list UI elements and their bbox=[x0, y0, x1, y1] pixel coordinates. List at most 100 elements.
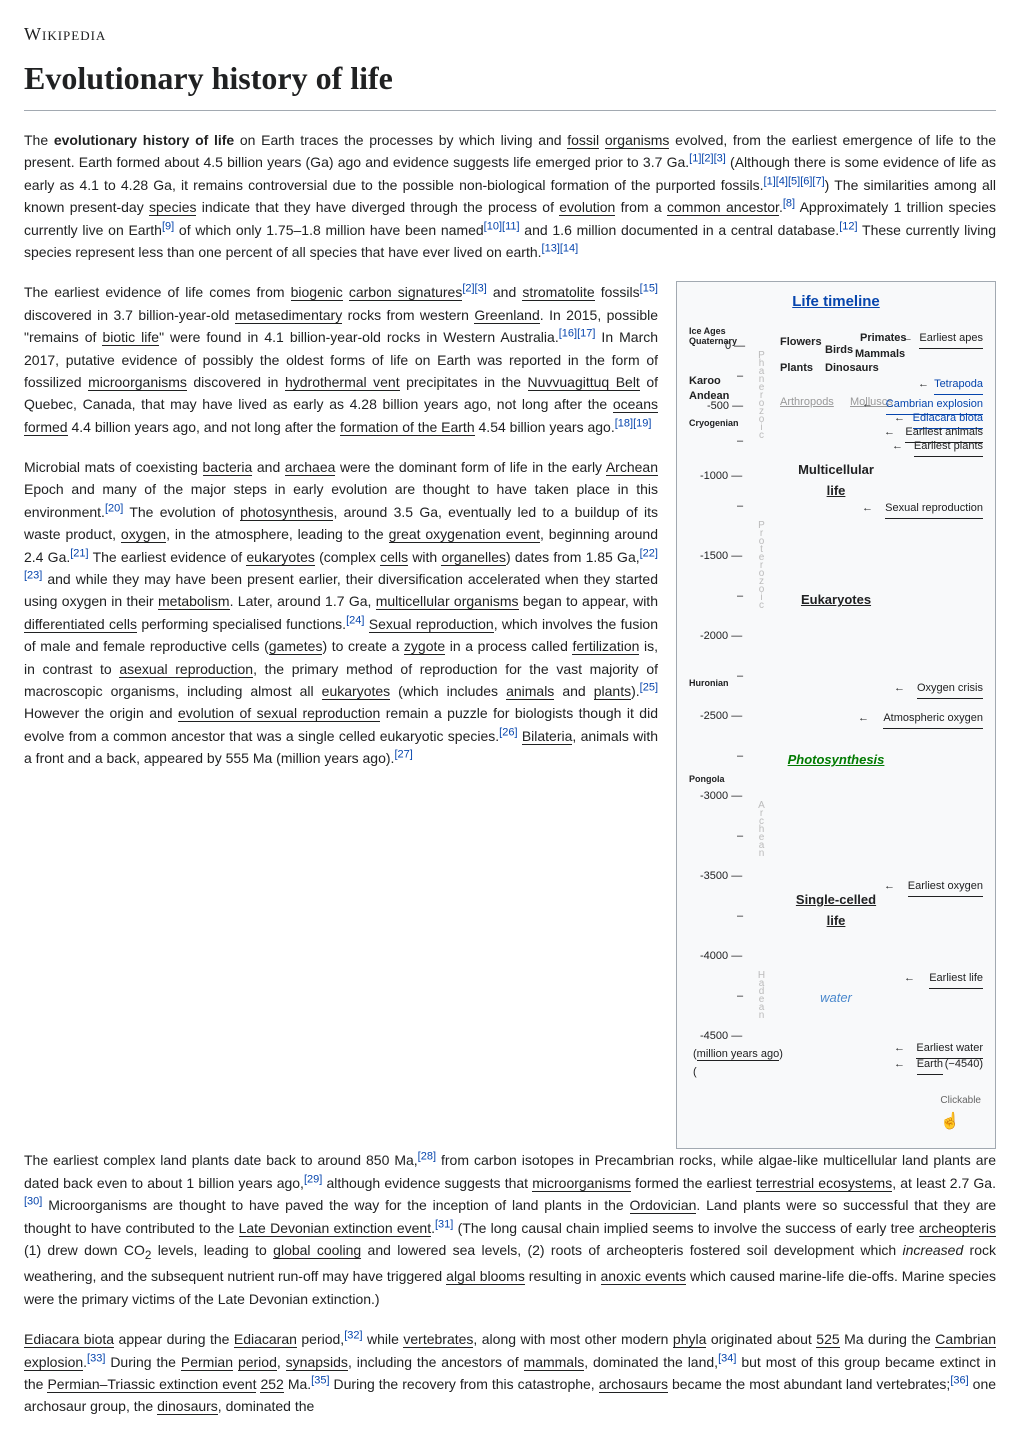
link-greenland[interactable]: Greenland bbox=[474, 307, 539, 324]
infobox-title[interactable]: Life timeline bbox=[685, 290, 987, 314]
ref-15[interactable]: [15] bbox=[640, 283, 658, 295]
link-carbon-signatures[interactable]: carbon signatures bbox=[349, 284, 462, 301]
era-hadean[interactable]: Hadean bbox=[753, 970, 769, 1018]
ref-21[interactable]: [21] bbox=[70, 547, 88, 559]
link-gametes[interactable]: gametes bbox=[269, 638, 323, 655]
event-earth[interactable]: Earth bbox=[917, 1056, 943, 1075]
link-evol-sex-repro[interactable]: evolution of sexual reproduction bbox=[178, 705, 380, 722]
link-evolution[interactable]: evolution bbox=[559, 199, 615, 216]
link-metasedimentary[interactable]: metasedimentary bbox=[235, 307, 342, 324]
link-microorganisms-2[interactable]: microorganisms bbox=[532, 1175, 631, 1192]
link-archosaurs[interactable]: archosaurs bbox=[599, 1376, 668, 1393]
link-archaea[interactable]: archaea bbox=[285, 459, 336, 476]
plants-label[interactable]: Plants bbox=[780, 360, 813, 378]
event-earliest-apes[interactable]: Earliest apes bbox=[919, 330, 983, 349]
link-bilateria[interactable]: Bilateria bbox=[522, 728, 573, 745]
link-vertebrates[interactable]: vertebrates bbox=[403, 1331, 473, 1348]
link-great-oxygenation[interactable]: great oxygenation event bbox=[389, 526, 540, 543]
link-permian[interactable]: Permian bbox=[181, 1354, 233, 1371]
ref-29[interactable]: [29] bbox=[304, 1173, 322, 1185]
event-earliest-oxygen[interactable]: Earliest oxygen bbox=[908, 878, 983, 897]
ref-2-3[interactable]: [2][3] bbox=[462, 283, 486, 295]
link-global-cooling[interactable]: global cooling bbox=[273, 1242, 361, 1259]
link-zygote[interactable]: zygote bbox=[404, 638, 445, 655]
link-anoxic-events[interactable]: anoxic events bbox=[601, 1268, 687, 1285]
eukaryotes-label[interactable]: Eukaryotes bbox=[801, 590, 871, 611]
clickable-badge[interactable]: Clickable ☝ bbox=[940, 1093, 981, 1135]
ref-20[interactable]: [20] bbox=[105, 502, 123, 514]
ref-18-19[interactable]: [18][19] bbox=[615, 417, 652, 429]
link-archean[interactable]: Archean bbox=[606, 459, 658, 476]
multicellular-label[interactable]: Multicellular life bbox=[798, 460, 874, 502]
ref-16-17[interactable]: [16][17] bbox=[559, 327, 596, 339]
ref-1-2-3[interactable]: [1][2][3] bbox=[689, 153, 726, 165]
ref-13-14[interactable]: [13][14] bbox=[542, 242, 579, 254]
link-sexual-reproduction[interactable]: Sexual reproduction bbox=[369, 616, 494, 633]
ref-1-4-5-6-7[interactable]: [1][4][5][6][7] bbox=[764, 175, 825, 187]
link-period[interactable]: period bbox=[238, 1354, 277, 1371]
primates-label[interactable]: Primates bbox=[860, 330, 906, 348]
timeline-chart[interactable]: Ice Ages Quaternary Flowers Primates Bir… bbox=[685, 320, 987, 1140]
link-dinosaurs[interactable]: dinosaurs bbox=[157, 1398, 218, 1415]
link-biogenic[interactable]: biogenic bbox=[291, 284, 343, 301]
ref-36[interactable]: [36] bbox=[950, 1374, 968, 1386]
ref-27[interactable]: [27] bbox=[394, 748, 412, 760]
event-sexual-repro[interactable]: Sexual reproduction bbox=[885, 500, 983, 519]
link-oxygen[interactable]: oxygen bbox=[121, 526, 166, 543]
link-microorganisms[interactable]: microorganisms bbox=[88, 374, 187, 391]
singlecelled-label[interactable]: Single-celled life bbox=[796, 890, 876, 932]
link-nuvvuagittuq[interactable]: Nuvvuagittuq Belt bbox=[528, 374, 640, 391]
ref-28[interactable]: [28] bbox=[418, 1151, 436, 1163]
link-asexual[interactable]: asexual reproduction bbox=[119, 661, 253, 678]
water-label[interactable]: water bbox=[820, 988, 852, 1009]
ref-34[interactable]: [34] bbox=[718, 1352, 736, 1364]
link-animals[interactable]: animals bbox=[506, 683, 554, 700]
link-252[interactable]: 252 bbox=[260, 1376, 283, 1393]
arthropods-label[interactable]: Arthropods bbox=[780, 394, 834, 412]
link-synapsids[interactable]: synapsids bbox=[286, 1354, 348, 1371]
event-earliest-life[interactable]: Earliest life bbox=[929, 970, 983, 989]
link-mammals[interactable]: mammals bbox=[524, 1354, 585, 1371]
era-proterozoic[interactable]: Proterozoic bbox=[753, 520, 769, 608]
link-terrestrial-ecosystems[interactable]: terrestrial ecosystems bbox=[756, 1175, 892, 1192]
link-eukaryotes[interactable]: eukaryotes bbox=[246, 549, 314, 566]
link-phyla[interactable]: phyla bbox=[673, 1331, 706, 1348]
link-ediacara-biota[interactable]: Ediacara biota bbox=[24, 1331, 114, 1348]
birds-label[interactable]: Birds bbox=[825, 342, 853, 360]
era-phanerozoic[interactable]: Phanerozoic bbox=[753, 350, 769, 438]
link-species[interactable]: species bbox=[149, 199, 196, 216]
event-atm-oxygen[interactable]: Atmospheric oxygen bbox=[883, 710, 983, 729]
link-common-ancestor[interactable]: common ancestor bbox=[667, 199, 779, 216]
flowers-label[interactable]: Flowers bbox=[780, 334, 822, 352]
era-archean[interactable]: Archean bbox=[753, 800, 769, 856]
ref-9[interactable]: [9] bbox=[162, 220, 174, 232]
link-permian-triassic[interactable]: Permian–Triassic extinction event bbox=[47, 1376, 256, 1393]
link-525[interactable]: 525 bbox=[816, 1331, 839, 1348]
ref-32[interactable]: [32] bbox=[344, 1329, 362, 1341]
ref-12[interactable]: [12] bbox=[839, 220, 857, 232]
link-fertilization[interactable]: fertilization bbox=[572, 638, 639, 655]
link-archeopteris[interactable]: archeopteris bbox=[919, 1220, 996, 1237]
link-late-devonian[interactable]: Late Devonian extinction event bbox=[239, 1220, 432, 1237]
link-metabolism[interactable]: metabolism bbox=[158, 593, 230, 610]
ref-8[interactable]: [8] bbox=[783, 198, 795, 210]
ref-31[interactable]: [31] bbox=[435, 1218, 453, 1230]
link-biotic-life[interactable]: biotic life bbox=[102, 329, 159, 346]
link-plants[interactable]: plants bbox=[594, 683, 631, 700]
ref-10-11[interactable]: [10][11] bbox=[484, 220, 520, 232]
event-earliest-plants[interactable]: Earliest plants bbox=[914, 438, 983, 457]
ref-33[interactable]: [33] bbox=[87, 1352, 105, 1364]
link-organisms[interactable]: organisms bbox=[605, 132, 670, 149]
link-photosynthesis[interactable]: photosynthesis bbox=[240, 504, 333, 521]
link-algal-blooms[interactable]: algal blooms bbox=[446, 1268, 525, 1285]
event-tetrapoda[interactable]: Tetrapoda bbox=[934, 376, 983, 395]
link-multicellular[interactable]: multicellular organisms bbox=[376, 593, 519, 610]
link-organelles[interactable]: organelles bbox=[441, 549, 506, 566]
photosynthesis-label[interactable]: Photosynthesis bbox=[788, 750, 885, 771]
link-bacteria[interactable]: bacteria bbox=[203, 459, 253, 476]
event-oxygen-crisis[interactable]: Oxygen crisis bbox=[917, 680, 983, 699]
link-cells[interactable]: cells bbox=[380, 549, 408, 566]
link-differentiated-cells[interactable]: differentiated cells bbox=[24, 616, 137, 633]
link-formation-earth[interactable]: formation of the Earth bbox=[340, 419, 475, 436]
link-stromatolite[interactable]: stromatolite bbox=[522, 284, 594, 301]
